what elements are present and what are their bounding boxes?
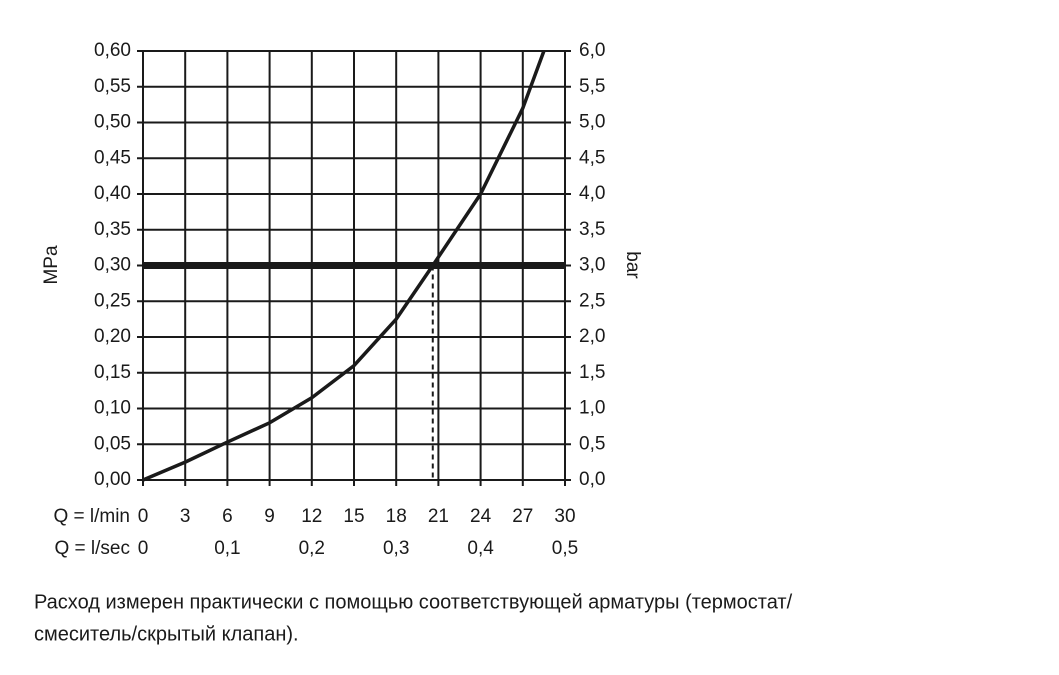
y2-tick-label: 1,5 bbox=[579, 362, 605, 383]
x-tick-label: 3 bbox=[180, 506, 191, 527]
y-tick-label: 0,05 bbox=[94, 433, 131, 454]
x2-axis-title: Q = l/sec bbox=[55, 538, 131, 559]
y2-tick-label: 2,5 bbox=[579, 290, 605, 311]
y-tick-label: 0,30 bbox=[94, 255, 131, 276]
x-tick-label: 6 bbox=[222, 506, 233, 527]
y-tick-label: 0,20 bbox=[94, 326, 131, 347]
y-tick-label: 0,25 bbox=[94, 290, 131, 311]
x2-tick-label: 0,5 bbox=[552, 538, 578, 559]
y-tick-label: 0,00 bbox=[94, 469, 131, 490]
y2-tick-label: 4,5 bbox=[579, 147, 605, 168]
y2-tick-label: 3,5 bbox=[579, 219, 605, 240]
x2-tick-label: 0,3 bbox=[383, 538, 409, 559]
y2-axis-title: bar bbox=[622, 251, 643, 279]
x2-tick-label: 0,4 bbox=[467, 538, 494, 559]
x-tick-label: 24 bbox=[470, 506, 492, 527]
y2-tick-label: 0,5 bbox=[579, 433, 605, 454]
x-tick-label: 21 bbox=[428, 506, 449, 527]
y2-tick-label: 0,0 bbox=[579, 469, 605, 490]
x2-tick-label: 0,1 bbox=[214, 538, 240, 559]
y-tick-label: 0,55 bbox=[94, 76, 131, 97]
y-tick-label: 0,15 bbox=[94, 362, 131, 383]
x2-tick-label: 0,2 bbox=[299, 538, 325, 559]
caption-line: смеситель/скрытый клапан). bbox=[34, 623, 299, 645]
y2-tick-label: 1,0 bbox=[579, 398, 605, 419]
y-axis-title: MPa bbox=[41, 245, 62, 285]
y2-tick-label: 2,0 bbox=[579, 326, 605, 347]
x-tick-label: 12 bbox=[301, 506, 322, 527]
y-tick-label: 0,35 bbox=[94, 219, 131, 240]
y-tick-label: 0,40 bbox=[94, 183, 131, 204]
x-tick-label: 30 bbox=[554, 506, 575, 527]
x-tick-label: 9 bbox=[264, 506, 275, 527]
x-axis-title: Q = l/min bbox=[53, 506, 130, 527]
x2-tick-label: 0 bbox=[138, 538, 149, 559]
curve bbox=[142, 50, 546, 482]
y-tick-label: 0,60 bbox=[94, 40, 131, 61]
x-tick-label: 15 bbox=[343, 506, 364, 527]
y2-tick-label: 5,0 bbox=[579, 112, 605, 133]
y2-tick-label: 3,0 bbox=[579, 255, 605, 276]
y2-tick-label: 5,5 bbox=[579, 76, 605, 97]
x-tick-label: 0 bbox=[138, 506, 149, 527]
y2-tick-label: 6,0 bbox=[579, 40, 605, 61]
y-tick-label: 0,45 bbox=[94, 147, 131, 168]
y-tick-label: 0,10 bbox=[94, 398, 131, 419]
caption-line: Расход измерен практически с помощью соо… bbox=[34, 591, 793, 613]
y2-tick-label: 4,0 bbox=[579, 183, 605, 204]
x-tick-label: 27 bbox=[512, 506, 533, 527]
x-tick-label: 18 bbox=[386, 506, 407, 527]
y-tick-label: 0,50 bbox=[94, 112, 131, 133]
